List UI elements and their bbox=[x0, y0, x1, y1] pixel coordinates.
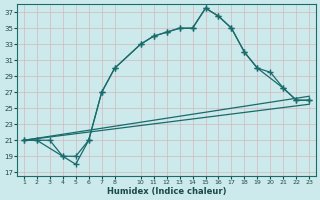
X-axis label: Humidex (Indice chaleur): Humidex (Indice chaleur) bbox=[107, 187, 226, 196]
